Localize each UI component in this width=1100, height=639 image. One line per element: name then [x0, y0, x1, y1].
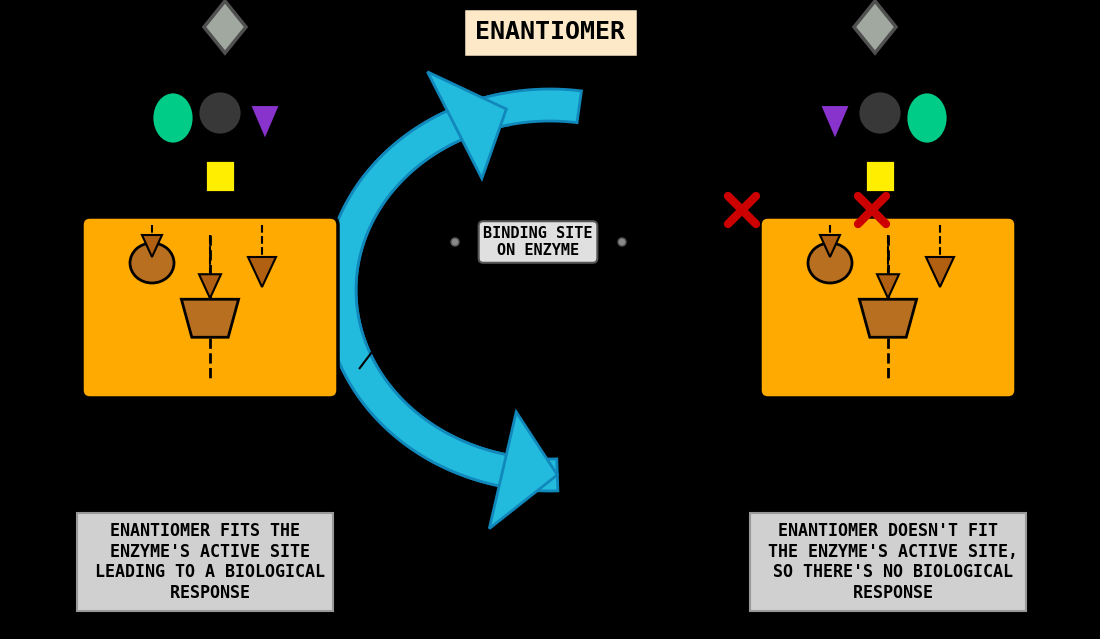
Polygon shape [820, 235, 840, 257]
FancyBboxPatch shape [82, 217, 338, 398]
Polygon shape [324, 93, 534, 490]
Circle shape [618, 238, 626, 246]
Polygon shape [820, 105, 850, 140]
Circle shape [198, 91, 242, 135]
Ellipse shape [906, 92, 948, 144]
Bar [205, 160, 235, 192]
Circle shape [858, 91, 902, 135]
Ellipse shape [808, 243, 852, 283]
Polygon shape [142, 235, 162, 257]
Ellipse shape [130, 243, 174, 283]
Polygon shape [926, 257, 954, 287]
Text: ENANTIOMER: ENANTIOMER [475, 20, 625, 44]
Text: BINDING SITE
ON ENZYME: BINDING SITE ON ENZYME [483, 226, 593, 258]
Polygon shape [854, 1, 896, 53]
Text: ENANTIOMER DOESN'T FIT
 THE ENZYME'S ACTIVE SITE,
 SO THERE'S NO BIOLOGICAL
 RES: ENANTIOMER DOESN'T FIT THE ENZYME'S ACTI… [758, 522, 1018, 602]
FancyBboxPatch shape [760, 217, 1016, 398]
Ellipse shape [152, 92, 194, 144]
Polygon shape [490, 412, 558, 528]
Polygon shape [877, 274, 899, 298]
Polygon shape [250, 105, 280, 140]
Polygon shape [248, 257, 276, 287]
Polygon shape [182, 299, 239, 337]
Bar [865, 160, 895, 192]
Polygon shape [324, 89, 582, 491]
Polygon shape [199, 274, 221, 298]
Polygon shape [204, 1, 246, 53]
Text: ENANTIOMER FITS THE
 ENZYME'S ACTIVE SITE
 LEADING TO A BIOLOGICAL
 RESPONSE: ENANTIOMER FITS THE ENZYME'S ACTIVE SITE… [85, 522, 324, 602]
Circle shape [451, 238, 459, 246]
Polygon shape [859, 299, 916, 337]
Polygon shape [428, 72, 506, 178]
